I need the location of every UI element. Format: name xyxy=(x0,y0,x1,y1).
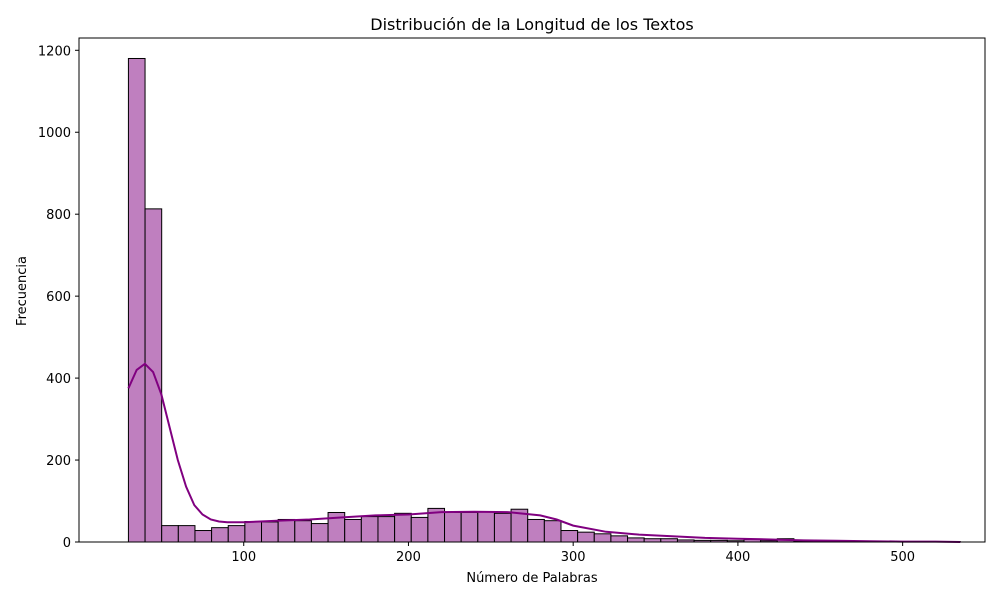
x-tick-label: 100 xyxy=(231,550,256,565)
histogram-bar xyxy=(310,523,329,543)
histogram-bar xyxy=(211,527,229,543)
plot-area: 100 200 300 400 500 0 200 400 600 800 1000 1200 xyxy=(38,37,986,565)
histogram-bar xyxy=(444,511,462,543)
x-tick-label: 500 xyxy=(890,550,915,565)
plot-frame xyxy=(78,37,986,543)
y-tick-label: 1200 xyxy=(38,44,71,59)
histogram-bar xyxy=(277,518,296,543)
histogram-bar xyxy=(377,516,396,543)
kde-line xyxy=(127,362,961,543)
histogram-bar xyxy=(477,511,495,543)
histogram-bar xyxy=(577,531,595,543)
histogram-bar xyxy=(360,516,379,543)
x-tick-label: 300 xyxy=(561,550,586,565)
histogram-bar xyxy=(543,520,562,543)
histogram-bar xyxy=(610,535,629,543)
histogram-bar xyxy=(410,516,429,543)
histogram-bar xyxy=(244,521,263,543)
x-axis-label: Número de Palabras xyxy=(466,571,598,586)
histogram-bar xyxy=(227,525,246,543)
histogram-bar xyxy=(194,530,213,543)
histogram-bar xyxy=(493,512,512,543)
histogram-bar xyxy=(261,521,279,543)
histogram-bar xyxy=(560,530,579,543)
chart-title: Distribución de la Longitud de los Texto… xyxy=(370,15,693,34)
histogram-bar xyxy=(177,525,196,543)
histogram-bar xyxy=(294,520,312,543)
y-tick-label: 200 xyxy=(46,454,71,469)
y-tick-label: 600 xyxy=(46,290,71,305)
x-tick-label: 400 xyxy=(725,550,750,565)
histogram-bar xyxy=(344,518,362,543)
histogram-bar xyxy=(127,57,146,543)
y-tick-label: 800 xyxy=(46,208,71,223)
histogram-bar xyxy=(627,537,645,543)
histogram-bar xyxy=(394,512,412,543)
y-axis-label: Frecuencia xyxy=(15,256,30,326)
y-tick-label: 400 xyxy=(46,372,71,387)
histogram-bar xyxy=(527,518,545,543)
y-tick-label: 0 xyxy=(63,536,71,551)
y-tick-label: 1000 xyxy=(38,126,71,141)
histogram-bar xyxy=(460,511,479,543)
x-tick-label: 200 xyxy=(396,550,421,565)
histogram-bar xyxy=(161,525,179,543)
histogram-bar xyxy=(593,533,612,543)
